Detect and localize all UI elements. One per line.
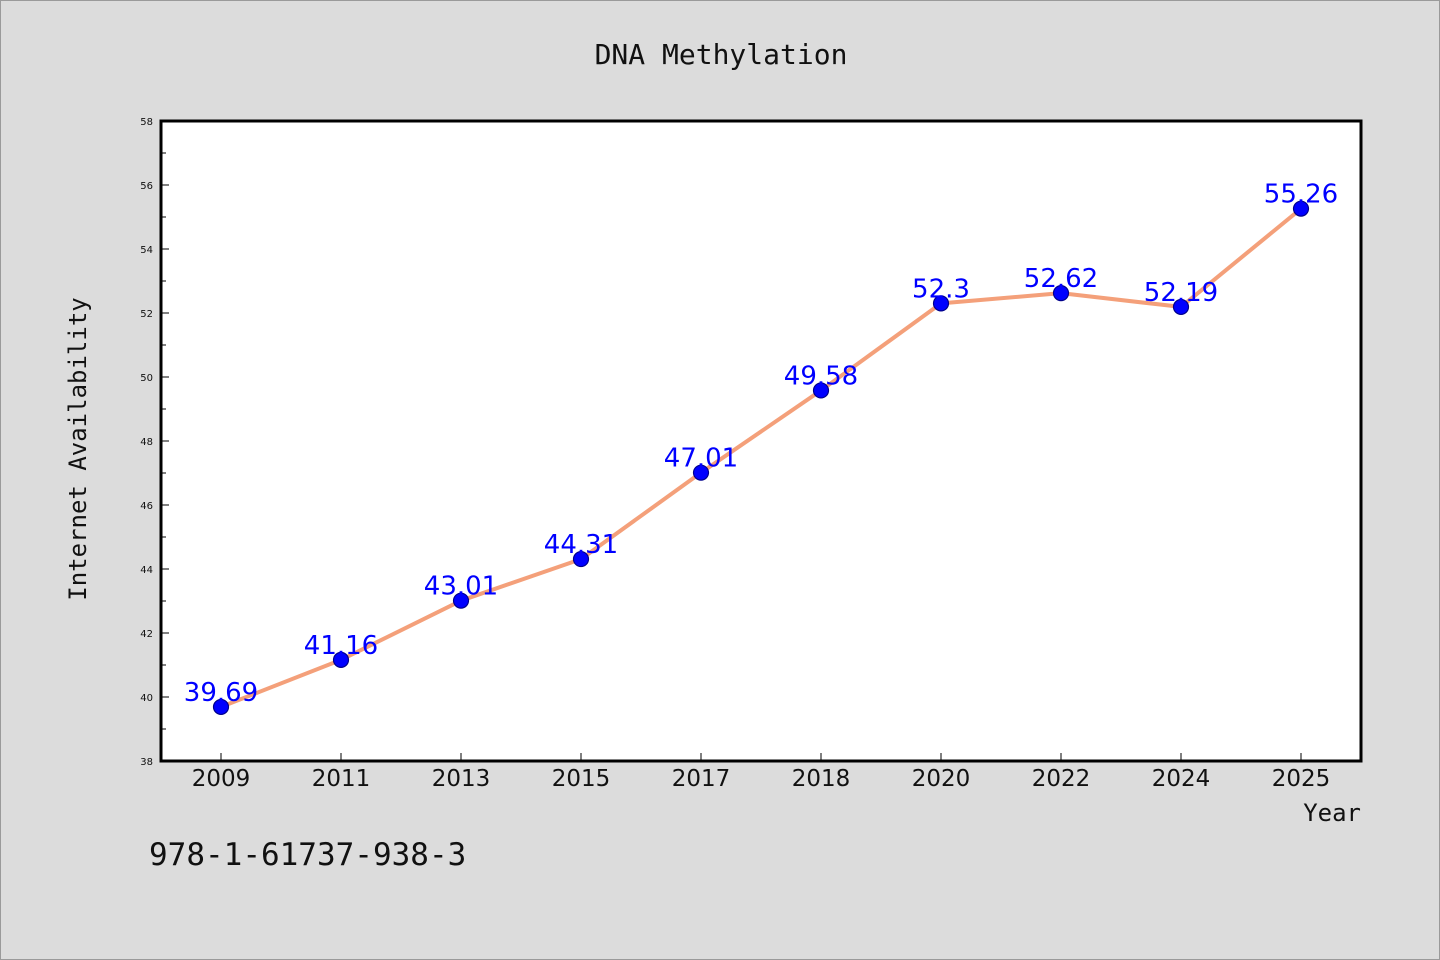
x-tick-label: 2017 [672, 766, 731, 792]
data-label: 49.58 [784, 361, 858, 391]
y-tick-label: 38 [140, 757, 153, 768]
y-tick-label: 56 [140, 181, 153, 192]
x-tick-label: 2015 [552, 766, 611, 792]
x-tick-label: 2020 [912, 766, 971, 792]
y-tick-label: 46 [140, 501, 153, 512]
chart-title: DNA Methylation [595, 38, 848, 71]
y-tick-label: 40 [140, 693, 153, 704]
data-point [452, 592, 470, 609]
x-tick-label: 2009 [192, 766, 251, 792]
data-point [692, 464, 710, 481]
y-tick-label: 58 [140, 117, 153, 128]
x-axis: 2009 2011 2013 2015 2017 2018 2020 2022 2024 2025 [192, 753, 1331, 792]
data-label: 44.31 [544, 530, 618, 560]
y-tick-label: 42 [140, 629, 153, 640]
x-tick-label: 2013 [432, 766, 491, 792]
data-point [932, 295, 950, 312]
x-tick-label: 2022 [1032, 766, 1091, 792]
plot-area [159, 119, 1363, 763]
series-line [220, 207, 1303, 709]
y-axis: 38 40 42 44 46 48 50 52 54 56 58 [140, 117, 169, 768]
y-tick-label: 44 [140, 565, 153, 576]
data-label: 39.69 [184, 678, 258, 708]
y-tick-label: 52 [140, 309, 153, 320]
data-point [1052, 285, 1070, 302]
data-label: 47.01 [664, 444, 738, 474]
y-axis-label: Internet Availability [64, 297, 92, 600]
x-tick-label: 2011 [312, 766, 371, 792]
data-label: 55.26 [1264, 180, 1338, 210]
data-label: 52.19 [1144, 278, 1218, 308]
isbn-text: 978-1-61737-938-3 [149, 837, 466, 873]
data-label: 52.3 [912, 274, 970, 304]
series-layer: 39.69 41.16 43.01 44.31 47.01 49.58 52.3 52.62 5… [184, 180, 1338, 716]
y-tick-label: 48 [140, 437, 153, 448]
data-point [1292, 200, 1310, 217]
data-point [1172, 298, 1190, 316]
data-point [332, 651, 350, 668]
x-tick-label: 2025 [1272, 766, 1331, 792]
x-tick-label: 2024 [1152, 766, 1211, 792]
data-label: 43.01 [424, 572, 498, 602]
data-point [212, 698, 230, 716]
x-tick-label: 2018 [792, 766, 851, 792]
x-axis-label: Year [1303, 799, 1361, 827]
y-tick-label: 54 [140, 245, 153, 256]
y-tick-label: 50 [140, 373, 153, 384]
data-label: 52.62 [1024, 264, 1098, 294]
data-point [572, 550, 590, 568]
data-point [812, 382, 830, 399]
data-label: 41.16 [304, 631, 378, 661]
